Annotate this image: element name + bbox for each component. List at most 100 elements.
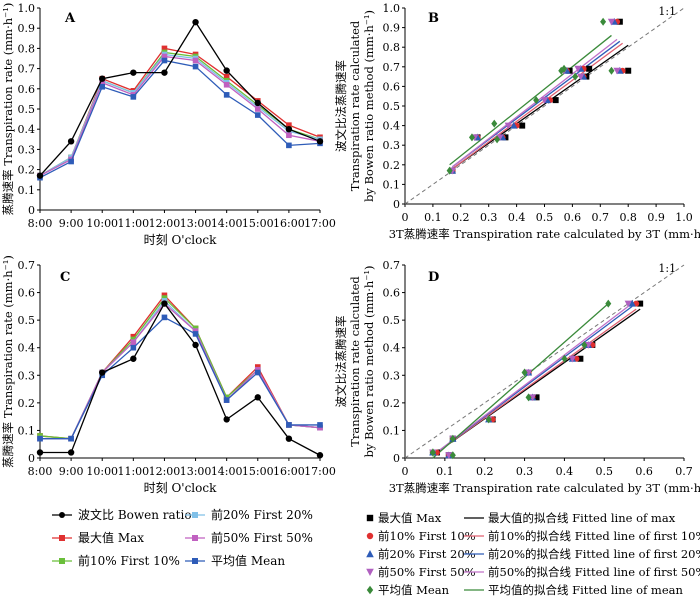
x-tick-label: 8:00 xyxy=(28,465,53,478)
y-tick-label: 0.8 xyxy=(18,42,36,55)
data-point xyxy=(561,64,568,73)
x-tick-label: 11:00 xyxy=(117,465,149,478)
data-point xyxy=(446,166,453,175)
data-point xyxy=(68,158,74,165)
y-axis-title: 蒸腾速率 Transpiration rate (mm·h⁻¹) xyxy=(1,3,15,216)
x-tick-label: 0.9 xyxy=(647,211,665,224)
y-axis-title-line: 波文比法蒸腾速率 xyxy=(334,316,348,408)
data-point xyxy=(519,122,526,129)
data-point xyxy=(533,96,540,105)
data-point xyxy=(99,369,106,376)
data-point xyxy=(67,138,75,145)
series-line xyxy=(39,59,321,179)
y-tick-label: 0.9 xyxy=(383,22,401,35)
data-point xyxy=(99,75,106,82)
series-line xyxy=(40,316,320,440)
data-point xyxy=(613,67,621,75)
x-tick-label: 14:00 xyxy=(211,465,243,478)
data-point xyxy=(161,300,168,307)
panel-c: 0 0.1 0.2 0.3 0.4 0.5 0.6 0.7 8:00 9:00 10:00 11:00… xyxy=(1,255,336,495)
reference-label: 1:1 xyxy=(658,262,676,275)
data-point xyxy=(637,300,644,307)
y-tick-label: 0.9 xyxy=(18,22,36,35)
data-point xyxy=(316,452,324,459)
y-tick-label: 0.5 xyxy=(18,314,36,327)
legend-item: 前50% First 50% xyxy=(366,565,476,579)
y-tick-label: 0.8 xyxy=(383,41,401,54)
x-axis-title: 3T蒸腾速率 Transpiration rate calculated by … xyxy=(389,227,700,241)
data-point xyxy=(581,340,588,349)
fitted-line xyxy=(452,42,624,170)
data-point xyxy=(67,449,75,456)
series-line xyxy=(39,55,321,177)
x-tick-label: 12:00 xyxy=(149,217,181,230)
reference-line-1-1 xyxy=(404,7,685,205)
legend-marker xyxy=(192,512,198,518)
data-point xyxy=(607,18,616,26)
legend-item: 前20% First 20% xyxy=(366,547,476,561)
data-point xyxy=(528,394,537,402)
x-tick-label: 0.6 xyxy=(564,211,582,224)
x-tick-label: 15:00 xyxy=(242,217,274,230)
reference-label: 1:1 xyxy=(658,5,676,18)
fitted-line xyxy=(449,34,612,166)
panel-letter: B xyxy=(428,11,439,26)
data-point xyxy=(223,92,230,98)
data-point xyxy=(254,106,261,112)
panel-letter: A xyxy=(64,11,76,26)
data-point xyxy=(36,172,44,179)
x-tick-label: 0.2 xyxy=(452,211,470,224)
y-axis-title: 蒸腾速率 Transpiration rate (mm·h⁻¹) xyxy=(1,255,15,468)
legend-item: 前10% First 10% xyxy=(366,529,476,543)
data-point xyxy=(192,63,199,70)
data-point xyxy=(192,18,199,26)
x-tick-label: 11:00 xyxy=(117,217,149,230)
y-tick-label: 0.5 xyxy=(18,103,36,116)
data-point xyxy=(285,435,293,442)
data-point xyxy=(223,397,230,403)
y-tick-label: 0.7 xyxy=(18,63,36,76)
data-point xyxy=(99,79,106,86)
legend-item: 前10% First 10% xyxy=(52,553,180,568)
x-tick-label: 10:00 xyxy=(86,217,118,230)
data-point xyxy=(429,448,436,457)
legend-marker xyxy=(192,558,198,564)
data-point xyxy=(533,394,540,401)
y-tick-label: 0.1 xyxy=(383,178,401,191)
legend-label: 最大值 Max xyxy=(378,511,442,525)
data-point xyxy=(192,331,199,337)
data-point xyxy=(223,416,230,423)
y-tick-label: 0.3 xyxy=(383,139,401,152)
x-tick-label: 16:00 xyxy=(273,217,305,230)
data-point xyxy=(192,341,199,349)
legend-marker xyxy=(59,512,65,518)
legend-label: 前10% First 10% xyxy=(78,553,180,568)
legend-item: 波文比 Bowen ratio xyxy=(52,507,192,522)
legend-marker xyxy=(366,532,374,540)
data-point xyxy=(161,57,168,64)
fitted-line xyxy=(432,308,637,456)
series-line xyxy=(40,299,321,440)
legend-item: 最大值 Max xyxy=(366,511,442,525)
y-tick-label: 0.7 xyxy=(383,61,401,74)
data-point xyxy=(586,65,593,72)
x-tick-label: 0.1 xyxy=(436,465,454,478)
y-tick-label: 0 xyxy=(393,452,400,465)
data-point xyxy=(485,415,492,424)
legend-marker xyxy=(59,535,65,541)
y-tick-label: 0.2 xyxy=(18,397,36,410)
legend-right: 最大值 Max 最大值的拟合线 Fitted line of max 前10% Fi… xyxy=(366,511,700,597)
data-point xyxy=(600,17,607,26)
legend-item: 最大值 Max xyxy=(52,530,144,545)
legend-label: 平均值 Mean xyxy=(211,553,285,568)
data-point xyxy=(130,344,137,351)
data-point xyxy=(223,67,230,74)
y-tick-label: 0.6 xyxy=(18,287,36,300)
x-tick-label: 9:00 xyxy=(59,217,84,230)
x-tick-label: 13:00 xyxy=(180,217,212,230)
data-point xyxy=(254,99,261,107)
panel-b: 00 0.1 0.1 0.2 0.2 0.3 0.3 0.4 0.4 0.5 0.5 0.6 0.6 0.… xyxy=(334,2,700,241)
y-tick-label: 0.2 xyxy=(383,159,401,172)
data-point xyxy=(161,69,168,76)
y-tick-label: 1.0 xyxy=(383,2,401,15)
